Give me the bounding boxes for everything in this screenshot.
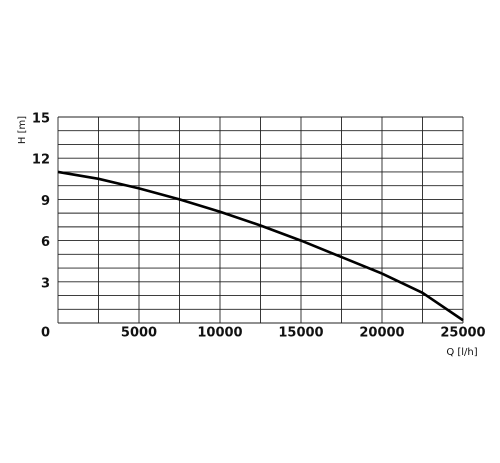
x-tick-label: 15000 [278,326,323,341]
x-tick-label: 20000 [359,326,404,341]
y-tick-label: 9 [41,194,50,209]
y-tick-label: 0 [41,326,50,341]
x-axis-title: Q [l/h] [446,347,477,358]
curve [57,170,464,322]
y-tick-label: 6 [41,235,50,250]
y-tick-label: 12 [32,153,50,168]
x-tick-label: 25000 [440,326,485,341]
x-tick-label: 10000 [197,326,242,341]
y-tick-label: 15 [32,112,50,127]
y-tick-label: 3 [41,276,50,291]
y-axis-title: H [m] [17,116,28,144]
x-tick-label: 5000 [121,326,157,341]
